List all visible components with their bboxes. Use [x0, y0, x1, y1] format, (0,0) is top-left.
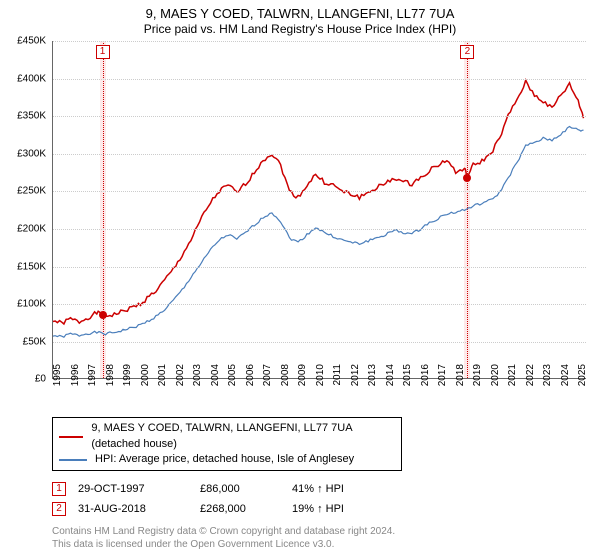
footer-line-2: This data is licensed under the Open Gov…	[52, 538, 592, 551]
x-tick-label: 1999	[122, 364, 133, 404]
legend: 9, MAES Y COED, TALWRN, LLANGEFNI, LL77 …	[52, 417, 402, 471]
x-tick-label: 2019	[472, 364, 483, 404]
gridline	[53, 41, 586, 42]
x-tick-label: 2020	[490, 364, 501, 404]
x-tick-label: 2025	[577, 364, 588, 404]
x-tick-label: 1995	[52, 364, 63, 404]
event-date: 31-AUG-2018	[78, 499, 200, 519]
event-date: 29-OCT-1997	[78, 479, 200, 499]
price-chart: £0£50K£100K£150K£200K£250K£300K£350K£400…	[52, 41, 586, 379]
event-marker: 2	[460, 45, 474, 59]
plot-area: 12	[52, 41, 586, 379]
y-tick-label: £450K	[2, 36, 46, 47]
event-marker: 1	[96, 45, 110, 59]
y-tick-label: £200K	[2, 224, 46, 235]
x-tick-label: 2017	[437, 364, 448, 404]
legend-item-property: 9, MAES Y COED, TALWRN, LLANGEFNI, LL77 …	[59, 421, 395, 452]
x-tick-label: 2014	[385, 364, 396, 404]
chart-lines	[53, 41, 587, 379]
x-tick-label: 2018	[455, 364, 466, 404]
gridline	[53, 229, 586, 230]
y-tick-label: £50K	[2, 336, 46, 347]
legend-label-hpi: HPI: Average price, detached house, Isle…	[95, 452, 354, 467]
gridline	[53, 304, 586, 305]
x-tick-label: 1997	[87, 364, 98, 404]
event-pct: 19% ↑ HPI	[292, 499, 356, 519]
event-marker-cell: 2	[52, 502, 66, 516]
x-tick-label: 1996	[70, 364, 81, 404]
event-row: 1 29-OCT-1997£86,00041% ↑ HPI	[52, 479, 356, 499]
gridline	[53, 154, 586, 155]
sale-point	[99, 311, 107, 319]
legend-swatch-property	[59, 436, 83, 438]
legend-label-property: 9, MAES Y COED, TALWRN, LLANGEFNI, LL77 …	[91, 421, 395, 452]
x-tick-label: 2023	[542, 364, 553, 404]
legend-item-hpi: HPI: Average price, detached house, Isle…	[59, 452, 395, 467]
title-main: 9, MAES Y COED, TALWRN, LLANGEFNI, LL77 …	[8, 6, 592, 22]
x-tick-label: 2009	[297, 364, 308, 404]
x-tick-label: 2011	[332, 364, 343, 404]
y-tick-label: £400K	[2, 73, 46, 84]
gridline	[53, 116, 586, 117]
x-tick-label: 2022	[525, 364, 536, 404]
x-tick-label: 2001	[157, 364, 168, 404]
x-tick-label: 2021	[507, 364, 518, 404]
x-tick-label: 2007	[262, 364, 273, 404]
x-tick-label: 2008	[280, 364, 291, 404]
x-tick-label: 2016	[420, 364, 431, 404]
gridline	[53, 191, 586, 192]
x-tick-label: 1998	[105, 364, 116, 404]
x-tick-label: 2002	[175, 364, 186, 404]
x-tick-label: 2015	[402, 364, 413, 404]
x-tick-label: 2003	[192, 364, 203, 404]
y-tick-label: £150K	[2, 261, 46, 272]
y-tick-label: £350K	[2, 111, 46, 122]
event-row: 2 31-AUG-2018£268,00019% ↑ HPI	[52, 499, 356, 519]
x-tick-label: 2004	[210, 364, 221, 404]
y-tick-label: £0	[2, 374, 46, 385]
event-price: £268,000	[200, 499, 292, 519]
event-pct: 41% ↑ HPI	[292, 479, 356, 499]
y-tick-label: £250K	[2, 186, 46, 197]
gridline	[53, 342, 586, 343]
x-tick-label: 2000	[140, 364, 151, 404]
legend-swatch-hpi	[59, 459, 87, 461]
y-tick-label: £300K	[2, 148, 46, 159]
x-tick-label: 2012	[350, 364, 361, 404]
sale-point	[463, 174, 471, 182]
gridline	[53, 79, 586, 80]
gridline	[53, 267, 586, 268]
footer-line-1: Contains HM Land Registry data © Crown c…	[52, 525, 592, 538]
x-tick-label: 2006	[245, 364, 256, 404]
event-price: £86,000	[200, 479, 292, 499]
x-tick-label: 2024	[560, 364, 571, 404]
x-tick-label: 2010	[315, 364, 326, 404]
sale-events: 1 29-OCT-1997£86,00041% ↑ HPI 2 31-AUG-2018…	[52, 479, 592, 519]
x-tick-label: 2013	[367, 364, 378, 404]
x-tick-label: 2005	[227, 364, 238, 404]
title-sub: Price paid vs. HM Land Registry's House …	[8, 22, 592, 37]
event-marker-cell: 1	[52, 482, 66, 496]
footer-attribution: Contains HM Land Registry data © Crown c…	[52, 525, 592, 551]
y-tick-label: £100K	[2, 299, 46, 310]
